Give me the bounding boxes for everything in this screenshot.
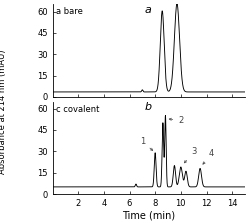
Text: 3: 3 (184, 147, 196, 163)
Text: 4: 4 (203, 149, 214, 164)
Text: 1: 1 (140, 137, 153, 151)
Text: 2: 2 (169, 116, 184, 125)
Text: a bare: a bare (56, 7, 83, 17)
Text: a: a (145, 5, 152, 15)
Text: Absorbance at 214 nm (mAU): Absorbance at 214 nm (mAU) (0, 49, 7, 174)
Text: c covalent: c covalent (56, 105, 100, 114)
X-axis label: Time (min): Time (min) (122, 211, 175, 221)
Text: b: b (145, 102, 152, 112)
